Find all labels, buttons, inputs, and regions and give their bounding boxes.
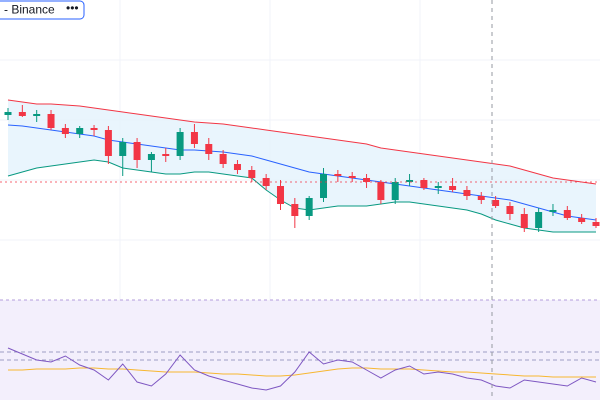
candle-body [549,210,557,212]
candle-body [205,144,213,154]
candle-body [47,114,55,128]
candle-body [76,128,84,134]
candle-body [276,186,284,204]
legend-frame [0,0,85,20]
candle-body [420,180,428,188]
rsi-panel [0,300,600,400]
rsi-line [7,347,597,391]
candle-body [463,190,471,196]
candle-body [219,154,227,164]
candle-body [334,174,342,176]
candle-body [434,186,442,188]
candle-body [305,198,313,216]
candle-body [391,182,399,200]
candle-body [104,130,112,156]
menu-button[interactable]: ••• [66,1,79,15]
candle-body [406,180,414,182]
candle-body [248,170,256,178]
candle-body [190,132,198,144]
legend-box: - Binance ••• [0,0,85,20]
candle-body [61,128,69,134]
candle-body [320,174,328,198]
candle-body [147,154,155,160]
band-line [7,99,597,185]
candle-body [291,204,299,216]
candle-body [535,212,543,228]
candle-body [162,154,170,156]
rsi-ma-line [8,367,596,378]
candle-body [176,132,184,156]
candle-body [90,128,98,130]
band-line [7,159,596,233]
candle-body [133,142,141,160]
candle-body [363,178,371,182]
candle-body [119,142,127,156]
candle-body [377,182,385,200]
candle-body [348,176,356,178]
band-fill [8,100,596,232]
candle-body [492,200,500,206]
candle-body [563,210,571,218]
candle-body [520,214,528,228]
plot [0,99,600,391]
candle-body [33,114,41,116]
candle-body [18,112,26,116]
candle-body [506,206,514,214]
candle-body [578,218,586,222]
candle-body [4,112,12,115]
candle-body [449,186,457,190]
candle-body [233,164,241,170]
candle-body [477,196,485,200]
symbol-label: - Binance [4,3,55,17]
candle-body [592,222,600,226]
